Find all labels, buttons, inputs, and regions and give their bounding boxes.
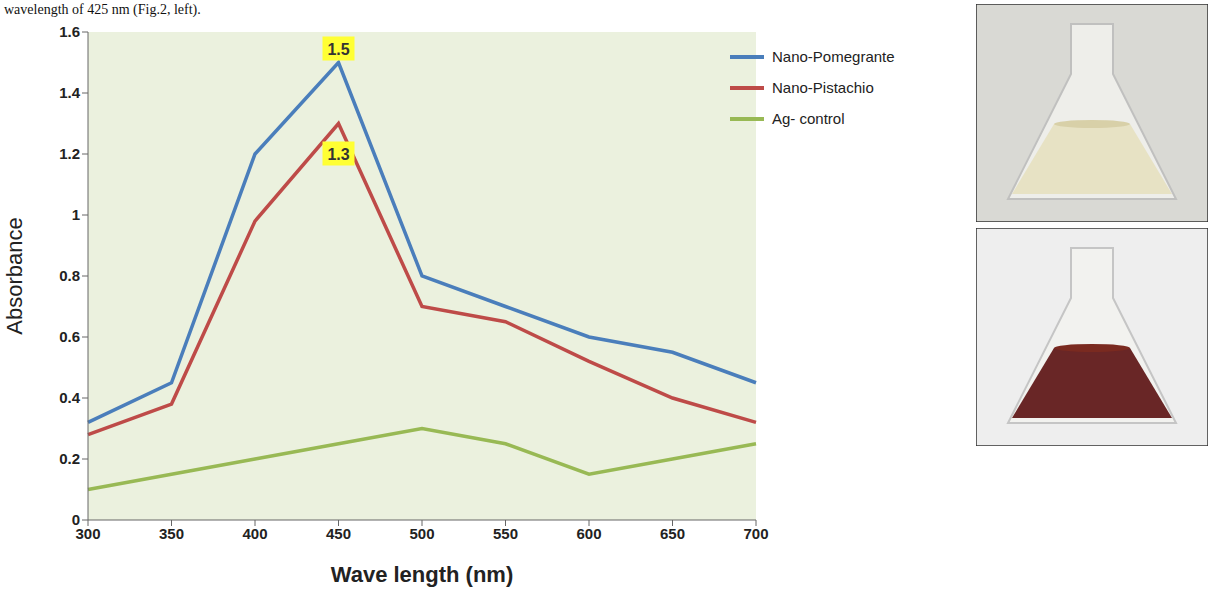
svg-text:600: 600 — [576, 525, 601, 542]
svg-text:1.4: 1.4 — [59, 84, 81, 101]
html-text:wavelength of 425 nm (Fig.2, l: wavelength of 425 nm (Fig.2, left). — [4, 2, 201, 17]
svg-text:0: 0 — [72, 511, 80, 528]
svg-text:300: 300 — [75, 524, 101, 542]
html-text:Nano-Pistachio: Nano-Pistachio — [772, 79, 874, 96]
svg-text:0.8: 0.8 — [59, 267, 80, 284]
svg-text:Absorbance: Absorbance — [2, 217, 27, 334]
svg-text:550: 550 — [493, 525, 518, 542]
svg-text:1.5: 1.5 — [327, 41, 349, 58]
svg-text:1: 1 — [72, 206, 80, 223]
svg-text:400: 400 — [242, 525, 267, 542]
svg-text:0.4: 0.4 — [59, 389, 81, 406]
svg-text:650: 650 — [660, 525, 685, 542]
svg-text:0.2: 0.2 — [59, 450, 80, 467]
svg-text:1.3: 1.3 — [327, 146, 349, 163]
svg-text:350: 350 — [159, 525, 184, 542]
svg-text:700: 700 — [743, 525, 768, 542]
html-text:Nano-Pomegrante: Nano-Pomegrante — [772, 48, 895, 65]
svg-text:Wave length (nm): Wave length (nm) — [331, 562, 514, 587]
html-text:Ag- control: Ag- control — [772, 110, 845, 127]
svg-text:500: 500 — [409, 525, 434, 542]
svg-text:1.6: 1.6 — [59, 23, 80, 40]
svg-text:450: 450 — [326, 525, 351, 542]
svg-text:0.6: 0.6 — [59, 328, 80, 345]
svg-text:1.2: 1.2 — [59, 145, 80, 162]
